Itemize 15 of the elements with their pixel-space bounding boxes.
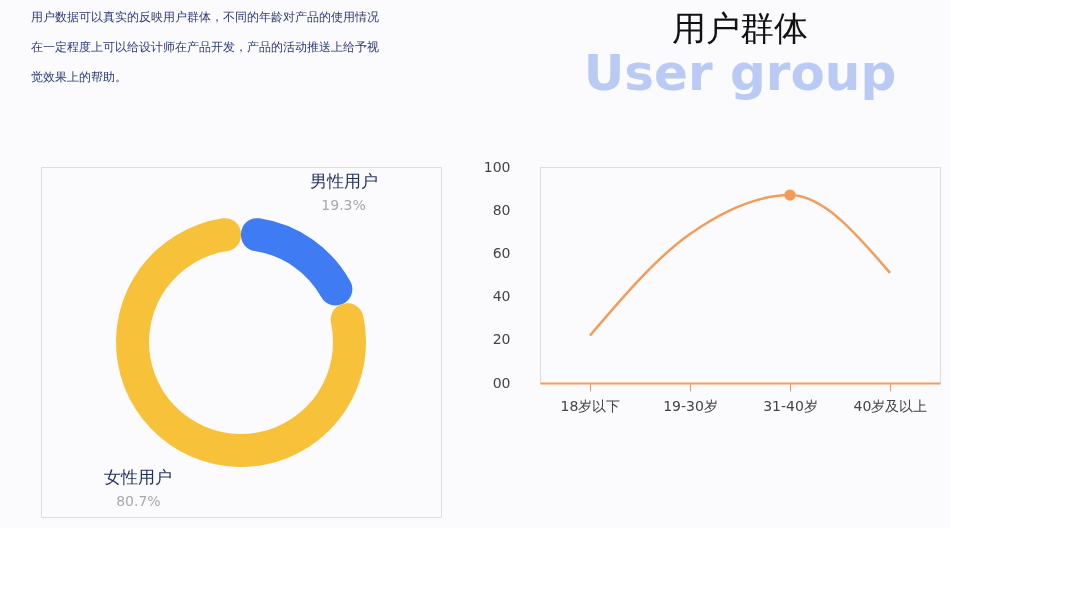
y-tick-label: 40 <box>492 288 511 305</box>
y-tick-label: 100 <box>483 158 511 175</box>
x-tick-label: 40岁及以上 <box>853 397 928 414</box>
data-label: 80.7% <box>116 492 161 509</box>
x-tick-label: 19-30岁 <box>663 397 718 414</box>
y-tick-label: 80 <box>492 201 511 218</box>
slice-label: 女性用户 <box>104 466 173 487</box>
slice-label: 男性用户 <box>309 171 378 192</box>
y-tick-label: 60 <box>492 244 511 261</box>
y-tick-label: 00 <box>492 374 511 391</box>
x-tick-label: 18岁以下 <box>560 397 621 414</box>
data-label: 19.3% <box>321 197 366 214</box>
text: 用户数据可以真实的反映用户群体，不同的年龄对产品的使用情况在一定程度上可以给设计师在产品开发，产品的活动推送上给予视觉效果上的帮助。 <box>31 10 379 84</box>
y-tick-label: 20 <box>492 331 511 348</box>
x-tick-label: 31-40岁 <box>763 397 818 414</box>
